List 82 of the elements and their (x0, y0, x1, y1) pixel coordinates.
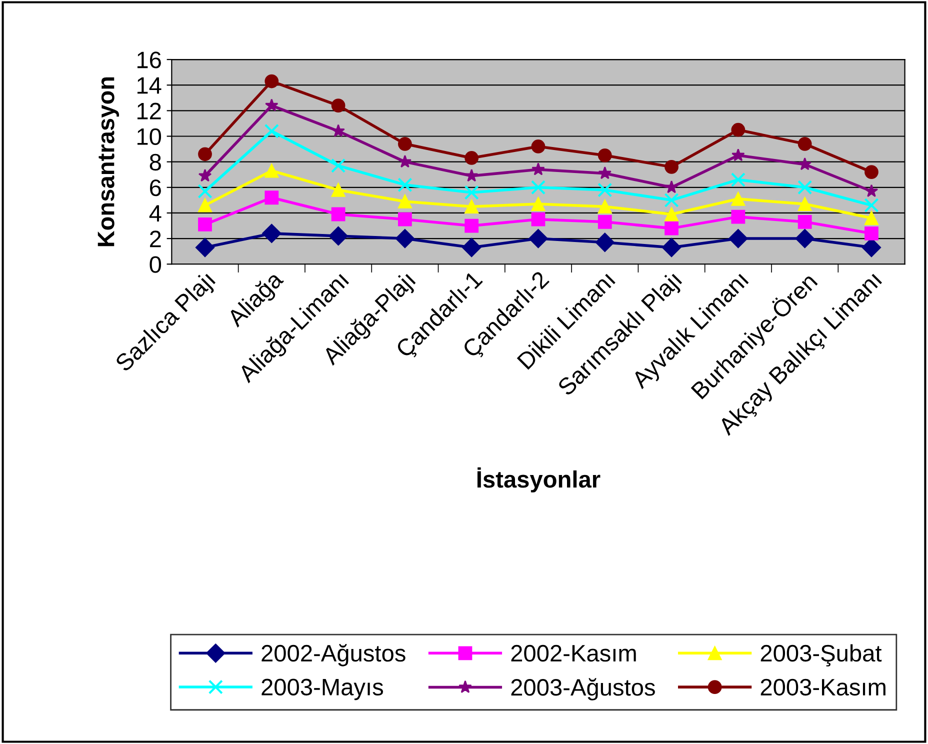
legend-label: 2002-Ağustos (262, 644, 406, 666)
legend-label: 2003-Şubat (760, 644, 882, 666)
point (531, 140, 546, 154)
point (532, 162, 545, 176)
point (798, 157, 812, 170)
x-axis-title: İstasyonlar (477, 467, 600, 492)
point (331, 98, 346, 112)
point (864, 226, 878, 240)
point (395, 229, 414, 248)
point (264, 124, 279, 138)
point (795, 229, 814, 248)
y-tick-label: 16 (138, 52, 161, 68)
point (731, 210, 746, 224)
point (398, 178, 412, 192)
point (731, 122, 746, 137)
point (332, 124, 345, 137)
point (198, 184, 212, 199)
y-tick-label: 4 (149, 205, 162, 222)
point (664, 192, 679, 208)
point (195, 238, 215, 258)
point (598, 148, 612, 162)
point (462, 238, 482, 258)
point (728, 229, 748, 248)
point (598, 166, 612, 180)
point (398, 154, 412, 168)
point (464, 200, 479, 214)
point (798, 197, 812, 211)
y-tick-label: 8 (150, 154, 161, 171)
point (598, 182, 612, 198)
point (595, 232, 614, 252)
y-tick-label: 2 (150, 230, 161, 248)
y-axis-title: Konsantrasyon (98, 77, 120, 246)
legend-label: 2003-Mayıs (262, 678, 384, 700)
point (531, 212, 546, 226)
point (331, 158, 346, 173)
point (464, 168, 478, 182)
point (662, 238, 682, 258)
y-tick-label: 10 (138, 128, 162, 146)
point (798, 180, 812, 195)
point (664, 180, 678, 194)
point (331, 207, 346, 222)
point (598, 200, 612, 214)
point (198, 168, 212, 182)
point (328, 226, 348, 246)
legend-label: 2002-Kasım (511, 644, 636, 662)
point (264, 190, 279, 205)
point (664, 207, 678, 222)
point (464, 151, 479, 165)
point (798, 214, 812, 229)
point (732, 148, 745, 162)
point (864, 211, 878, 226)
point (198, 218, 212, 232)
point (664, 221, 678, 236)
point (731, 192, 746, 206)
point (198, 198, 212, 212)
legend-label: 2003-Kasım (760, 678, 886, 696)
point (531, 197, 546, 211)
point (530, 180, 546, 195)
point (864, 165, 878, 179)
legend-label: 2003-Ağustos (511, 678, 655, 700)
point (265, 98, 278, 112)
point (864, 184, 878, 197)
point (464, 218, 479, 233)
y-tick-label: 6 (150, 179, 161, 196)
point (331, 183, 346, 197)
point (664, 160, 678, 174)
y-tick-label: 0 (150, 256, 162, 273)
point (264, 74, 279, 88)
point (528, 229, 548, 248)
point (730, 172, 746, 188)
point (598, 214, 612, 229)
point (798, 136, 812, 151)
point (398, 194, 412, 208)
point (464, 185, 479, 200)
point (398, 212, 412, 226)
point (262, 224, 282, 243)
point (398, 136, 412, 151)
point (198, 147, 212, 162)
y-tick-label: 12 (138, 102, 161, 120)
point (864, 198, 879, 213)
point (264, 164, 279, 178)
y-tick-label: 14 (138, 77, 162, 94)
